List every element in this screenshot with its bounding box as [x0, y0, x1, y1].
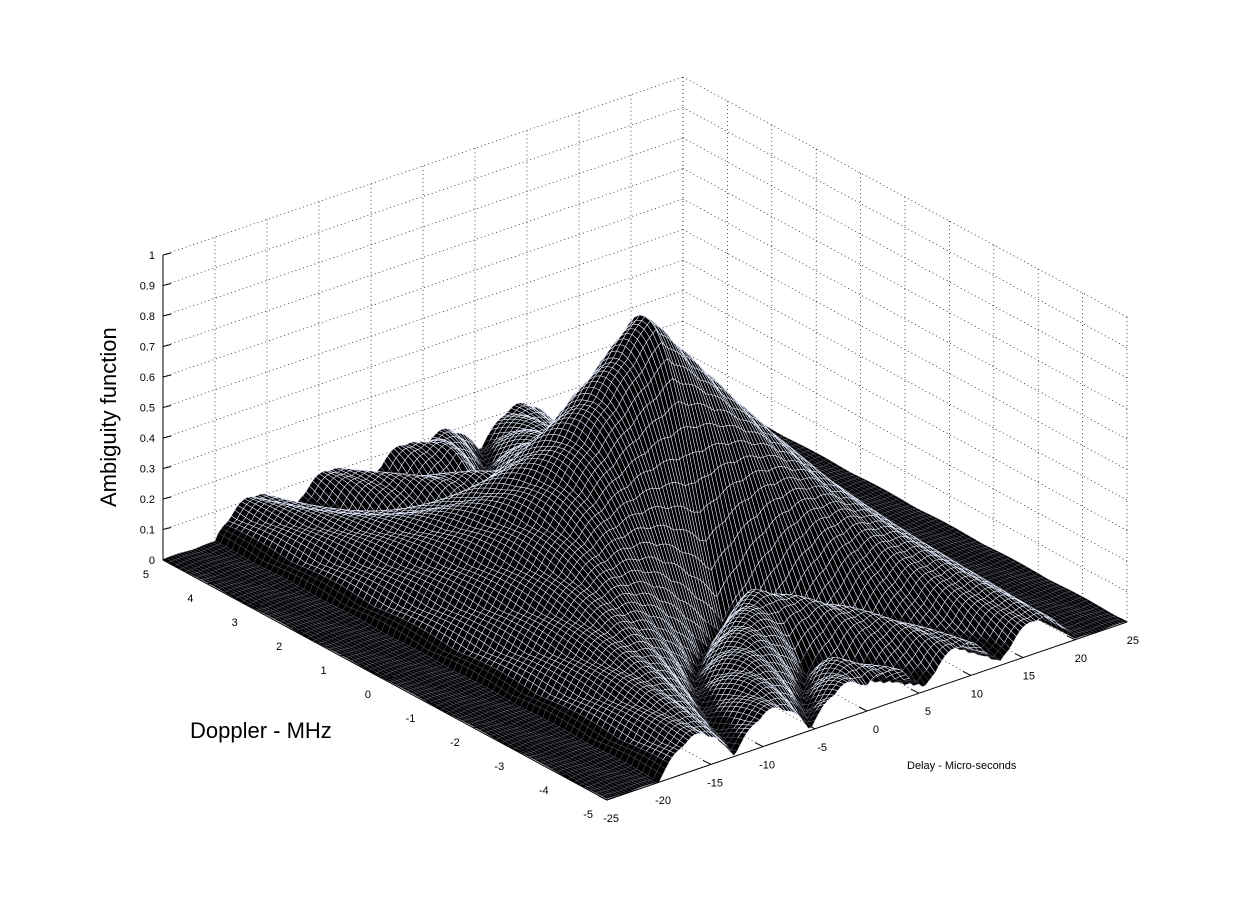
grid-line: [682, 76, 1128, 318]
grid-line: [682, 168, 1128, 409]
grid-line: [682, 290, 1128, 531]
grid-line: [682, 351, 1128, 592]
grid-line: [682, 137, 1128, 379]
grid-line: [162, 168, 684, 347]
grid-line: [682, 320, 1128, 562]
grid-line: [682, 259, 1128, 501]
surface-mesh: [162, 314, 1128, 799]
grid-line: [682, 229, 1128, 470]
grid-line: [682, 198, 1128, 440]
grid-line: [682, 107, 1128, 348]
